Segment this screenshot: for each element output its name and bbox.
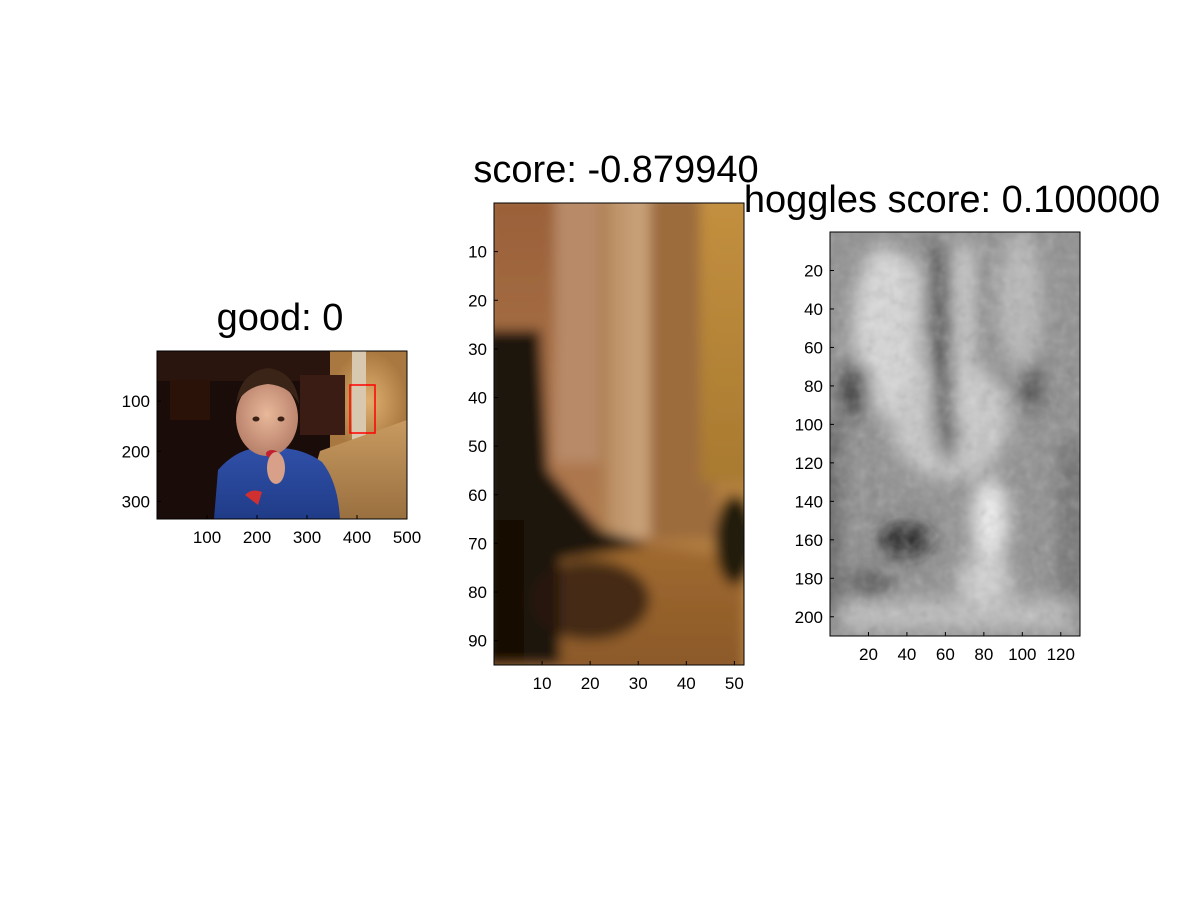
x-tick-label: 100 (1008, 645, 1036, 664)
hoggles-panel: hoggles score: 0.100000 (744, 179, 1160, 664)
x-tick-label: 60 (936, 645, 955, 664)
crop-image (494, 203, 744, 665)
x-tick-label: 120 (1047, 645, 1075, 664)
crop-panel: score: -0.879940 10 20 30 40 50 10 20 30 40 50 60 7… (468, 149, 759, 693)
photo-image (157, 351, 407, 519)
y-tick-label: 120 (795, 454, 823, 473)
x-tick-label: 400 (343, 528, 371, 547)
photo-ticks: 100 200 300 400 500 100 200 300 (122, 392, 422, 547)
y-tick-label: 180 (795, 569, 823, 588)
hoggles-axes-frame (829, 231, 1081, 637)
x-tick-label: 50 (725, 674, 744, 693)
hoggles-image (830, 232, 1080, 636)
y-tick-label: 10 (468, 243, 487, 262)
x-tick-label: 40 (677, 674, 696, 693)
y-tick-label: 140 (795, 492, 823, 511)
x-tick-label: 20 (581, 674, 600, 693)
y-tick-label: 60 (804, 338, 823, 357)
y-tick-label: 50 (468, 437, 487, 456)
detection-box (349, 384, 376, 434)
y-tick-label: 200 (795, 608, 823, 627)
crop-ticks: 10 20 30 40 50 10 20 30 40 50 60 70 80 90 (468, 243, 744, 693)
x-tick-label: 500 (393, 528, 421, 547)
x-tick-label: 100 (193, 528, 221, 547)
x-tick-label: 20 (859, 645, 878, 664)
y-tick-label: 80 (468, 583, 487, 602)
y-tick-label: 80 (804, 377, 823, 396)
photo-title: good: 0 (217, 297, 344, 339)
y-tick-label: 40 (468, 389, 487, 408)
y-tick-label: 20 (804, 261, 823, 280)
y-tick-label: 70 (468, 534, 487, 553)
hoggles-title: hoggles score: 0.100000 (744, 179, 1160, 221)
y-tick-label: 100 (795, 415, 823, 434)
crop-title: score: -0.879940 (473, 149, 758, 191)
y-tick-label: 30 (468, 340, 487, 359)
hoggles-ticks: 20 40 60 80 100 120 20 40 60 80 100 120 140 160 180 200 (795, 261, 1075, 664)
y-tick-label: 90 (468, 632, 487, 651)
x-tick-label: 40 (897, 645, 916, 664)
y-tick-label: 160 (795, 531, 823, 550)
y-tick-label: 40 (804, 300, 823, 319)
y-tick-label: 60 (468, 486, 487, 505)
y-tick-label: 20 (468, 291, 487, 310)
y-tick-label: 200 (122, 442, 150, 461)
x-tick-label: 200 (243, 528, 271, 547)
y-tick-label: 300 (122, 492, 150, 511)
x-tick-label: 300 (293, 528, 321, 547)
y-tick-label: 100 (122, 392, 150, 411)
x-tick-label: 80 (974, 645, 993, 664)
crop-axes-frame (493, 202, 745, 666)
x-tick-label: 10 (533, 674, 552, 693)
photo-panel: good: 0 100 200 300 400 500 100 200 300 (122, 297, 422, 547)
x-tick-label: 30 (629, 674, 648, 693)
photo-axes-frame (156, 350, 408, 520)
